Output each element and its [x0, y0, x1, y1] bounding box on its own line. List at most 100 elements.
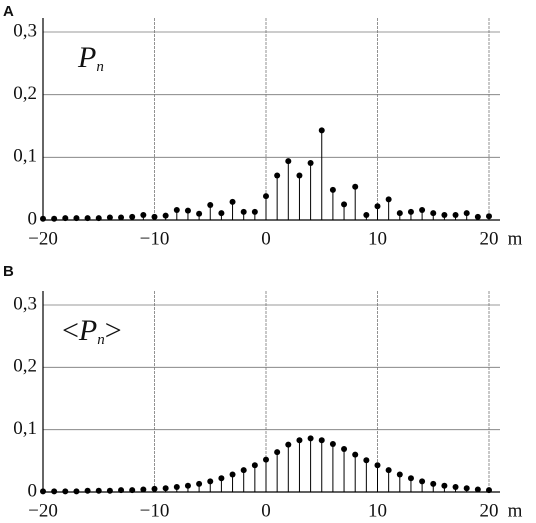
- stem-dot: [441, 482, 448, 489]
- stem-dot: [452, 484, 459, 491]
- stem-dot: [374, 203, 381, 210]
- stem-dot: [296, 172, 303, 179]
- stem-dot: [118, 214, 125, 221]
- stem-dot: [341, 445, 348, 452]
- stem-dot: [251, 208, 258, 215]
- stem-dot: [173, 206, 180, 213]
- annotation: Pn: [77, 41, 104, 76]
- stem-dot: [419, 478, 426, 485]
- stem-dot: [229, 198, 236, 205]
- stem-dot: [285, 441, 292, 448]
- x-tick-label: 0: [261, 500, 271, 521]
- stem-dot: [486, 213, 492, 220]
- stem-dot: [307, 159, 314, 166]
- stem-dot: [407, 475, 414, 482]
- x-tick-label: −20: [28, 228, 58, 249]
- x-tick-label: 20: [480, 500, 499, 521]
- y-tick-label: 0,2: [13, 83, 37, 104]
- annotation-sub: n: [96, 59, 104, 75]
- stem-dot: [162, 212, 169, 219]
- panel-label: A: [3, 3, 14, 20]
- x-tick-label: 10: [368, 500, 387, 521]
- annotation-pre: <: [62, 314, 79, 347]
- stem-dot: [329, 441, 336, 448]
- y-tick-label: 0,1: [13, 418, 37, 439]
- stem-dot: [51, 215, 58, 222]
- stem-dot: [129, 213, 136, 220]
- y-tick-label: 0: [28, 208, 38, 229]
- stem-dot: [430, 210, 437, 217]
- stem-dot: [196, 210, 203, 217]
- annotation-main: P: [77, 41, 96, 74]
- stem-dot: [285, 158, 292, 165]
- stem-dot: [140, 211, 147, 218]
- stem-dot: [363, 457, 370, 464]
- stem-dot: [162, 485, 169, 492]
- stem-dot: [40, 488, 46, 495]
- stem-dot: [352, 451, 359, 458]
- stem-dot: [118, 487, 125, 494]
- annotation-sub: n: [97, 332, 105, 348]
- stem-dot: [184, 207, 191, 214]
- stem-dot: [218, 210, 225, 217]
- stem-dot: [106, 214, 113, 221]
- stem-dot: [84, 215, 91, 222]
- y-tick-label: 0,3: [13, 293, 37, 314]
- stem-dot: [40, 215, 46, 222]
- stem-dot: [452, 211, 459, 218]
- stem-dot: [129, 487, 136, 494]
- stem-dot: [474, 213, 481, 220]
- stem-dot: [95, 487, 102, 494]
- stem-dot: [474, 486, 481, 493]
- stem-dot: [419, 206, 426, 213]
- x-tick-label: 10: [368, 228, 387, 249]
- stem-dot: [363, 211, 370, 218]
- annotation-main: P: [78, 314, 97, 347]
- stem-dot: [196, 480, 203, 487]
- x-axis-label: m: [508, 228, 523, 249]
- stem-dot: [441, 211, 448, 218]
- y-tick-label: 0,1: [13, 146, 37, 167]
- stem-dot: [296, 437, 303, 444]
- stem-dot: [263, 193, 269, 200]
- annotation: <Pn>: [62, 314, 122, 349]
- x-tick-label: −20: [28, 500, 58, 521]
- stem-dot: [51, 488, 58, 495]
- stem-dot: [318, 127, 325, 134]
- stem-dot: [95, 215, 102, 222]
- stem-dot: [463, 485, 470, 492]
- y-tick-label: 0: [28, 480, 38, 501]
- y-tick-label: 0,2: [13, 356, 37, 377]
- stem-dot: [73, 215, 80, 222]
- x-axis-label: m: [508, 500, 523, 521]
- stem-dot: [184, 482, 191, 489]
- y-tick-label: 0,3: [13, 20, 37, 41]
- stem-dot: [352, 183, 359, 190]
- stem-dot: [396, 471, 403, 478]
- x-tick-label: 20: [480, 228, 499, 249]
- stem-dot: [73, 488, 80, 495]
- stem-dot: [486, 487, 492, 494]
- stem-dot: [274, 172, 281, 179]
- annotation-post: >: [105, 314, 122, 347]
- stem-dot: [62, 215, 69, 222]
- stem-dot: [385, 467, 392, 474]
- stem-dot: [207, 201, 214, 208]
- stem-dot: [341, 201, 348, 208]
- stem-dot: [62, 488, 69, 495]
- stem-dot: [140, 486, 147, 493]
- stem-dot: [396, 210, 403, 217]
- stem-dot: [407, 208, 414, 215]
- stem-dot: [151, 485, 158, 492]
- stem-dot: [84, 487, 91, 494]
- stem-dot: [229, 471, 236, 478]
- stem-dot: [251, 462, 258, 469]
- x-tick-label: −10: [140, 228, 170, 249]
- stem-dot: [385, 196, 392, 203]
- stem-dot: [218, 475, 225, 482]
- stem-dot: [151, 213, 158, 220]
- stem-dot: [318, 437, 325, 444]
- stem-dot: [329, 186, 336, 193]
- stem-dot: [307, 435, 314, 442]
